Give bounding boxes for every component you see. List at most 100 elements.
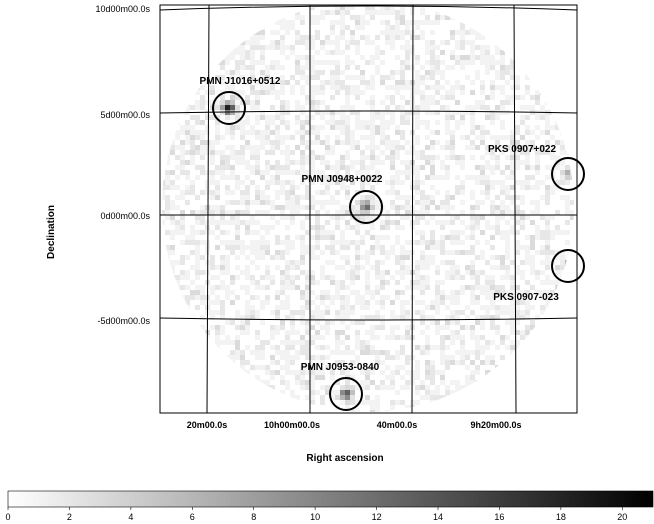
heatmap-cell (420, 255, 425, 260)
heatmap-cell (510, 360, 515, 365)
heatmap-cell (545, 350, 550, 355)
heatmap-cell (450, 340, 455, 345)
heatmap-cell (310, 70, 315, 75)
heatmap-cell (395, 55, 400, 60)
heatmap-cell (175, 165, 180, 170)
heatmap-cell (195, 20, 200, 25)
heatmap-cell (425, 120, 430, 125)
heatmap-cell (545, 25, 550, 30)
heatmap-cell (250, 215, 255, 220)
heatmap-cell (395, 240, 400, 245)
heatmap-cell (465, 225, 470, 230)
heatmap-cell (525, 280, 530, 285)
heatmap-cell (360, 340, 365, 345)
heatmap-cell (225, 335, 230, 340)
heatmap-cell (560, 55, 565, 60)
heatmap-cell (385, 120, 390, 125)
heatmap-cell (175, 10, 180, 15)
heatmap-cell (475, 285, 480, 290)
heatmap-cell (235, 60, 240, 65)
heatmap-cell (370, 335, 375, 340)
heatmap-cell (245, 400, 250, 405)
heatmap-cell (345, 300, 350, 305)
heatmap-cell (465, 265, 470, 270)
heatmap-cell (490, 210, 495, 215)
heatmap-cell (485, 165, 490, 170)
heatmap-cell (425, 210, 430, 215)
heatmap-cell (245, 130, 250, 135)
heatmap-cell (395, 355, 400, 360)
heatmap-cell (415, 115, 420, 120)
heatmap-cell (225, 35, 230, 40)
heatmap-cell (540, 65, 545, 70)
heatmap-cell (265, 75, 270, 80)
heatmap-cell (525, 65, 530, 70)
heatmap-cell (505, 20, 510, 25)
heatmap-cell (445, 405, 450, 410)
heatmap-cell (235, 65, 240, 70)
heatmap-cell (320, 375, 325, 380)
heatmap-cell (180, 165, 185, 170)
heatmap-cell (335, 310, 340, 315)
heatmap-cell (530, 145, 535, 150)
heatmap-cell (320, 10, 325, 15)
heatmap-cell (340, 395, 345, 400)
heatmap-cell (315, 295, 320, 300)
heatmap-cell (440, 220, 445, 225)
heatmap-cell (325, 295, 330, 300)
heatmap-cell (295, 375, 300, 380)
heatmap-cell (545, 165, 550, 170)
heatmap-cell (190, 40, 195, 45)
heatmap-cell (200, 25, 205, 30)
heatmap-cell (460, 45, 465, 50)
heatmap-cell (190, 315, 195, 320)
heatmap-cell (545, 100, 550, 105)
heatmap-cell (215, 125, 220, 130)
heatmap-cell (180, 340, 185, 345)
heatmap-cell (385, 125, 390, 130)
heatmap-cell (315, 210, 320, 215)
heatmap-cell (240, 110, 245, 115)
heatmap-cell (215, 75, 220, 80)
heatmap-cell (475, 225, 480, 230)
heatmap-cell (250, 30, 255, 35)
heatmap-cell (285, 195, 290, 200)
heatmap-cell (390, 10, 395, 15)
heatmap-cell (195, 60, 200, 65)
heatmap-cell (475, 180, 480, 185)
heatmap-cell (180, 240, 185, 245)
heatmap-cell (395, 155, 400, 160)
heatmap-cell (465, 305, 470, 310)
heatmap-cell (385, 410, 390, 412)
heatmap-cell (320, 300, 325, 305)
heatmap-cell (515, 285, 520, 290)
heatmap-cell (360, 170, 365, 175)
heatmap-cell (535, 155, 540, 160)
heatmap-cell (555, 280, 560, 285)
heatmap-cell (180, 370, 185, 375)
heatmap-cell (260, 240, 265, 245)
heatmap-cell (425, 385, 430, 390)
heatmap-cell (300, 220, 305, 225)
heatmap-cell (240, 55, 245, 60)
heatmap-cell (305, 330, 310, 335)
heatmap-cell (520, 115, 525, 120)
heatmap-cell (180, 385, 185, 390)
heatmap-cell (162, 385, 165, 390)
heatmap-cell (355, 320, 360, 325)
heatmap-cell (490, 285, 495, 290)
heatmap-cell (165, 345, 170, 350)
heatmap-cell (365, 80, 370, 85)
heatmap-cell (430, 175, 435, 180)
heatmap-cell (250, 145, 255, 150)
heatmap-cell (565, 320, 570, 325)
heatmap-cell (250, 60, 255, 65)
heatmap-cell (185, 400, 190, 405)
heatmap-cell (545, 365, 550, 370)
heatmap-cell (395, 335, 400, 340)
heatmap-cell (440, 225, 445, 230)
heatmap-cell (335, 210, 340, 215)
heatmap-cell (175, 20, 180, 25)
heatmap-cell (285, 250, 290, 255)
heatmap-cell (450, 15, 455, 20)
